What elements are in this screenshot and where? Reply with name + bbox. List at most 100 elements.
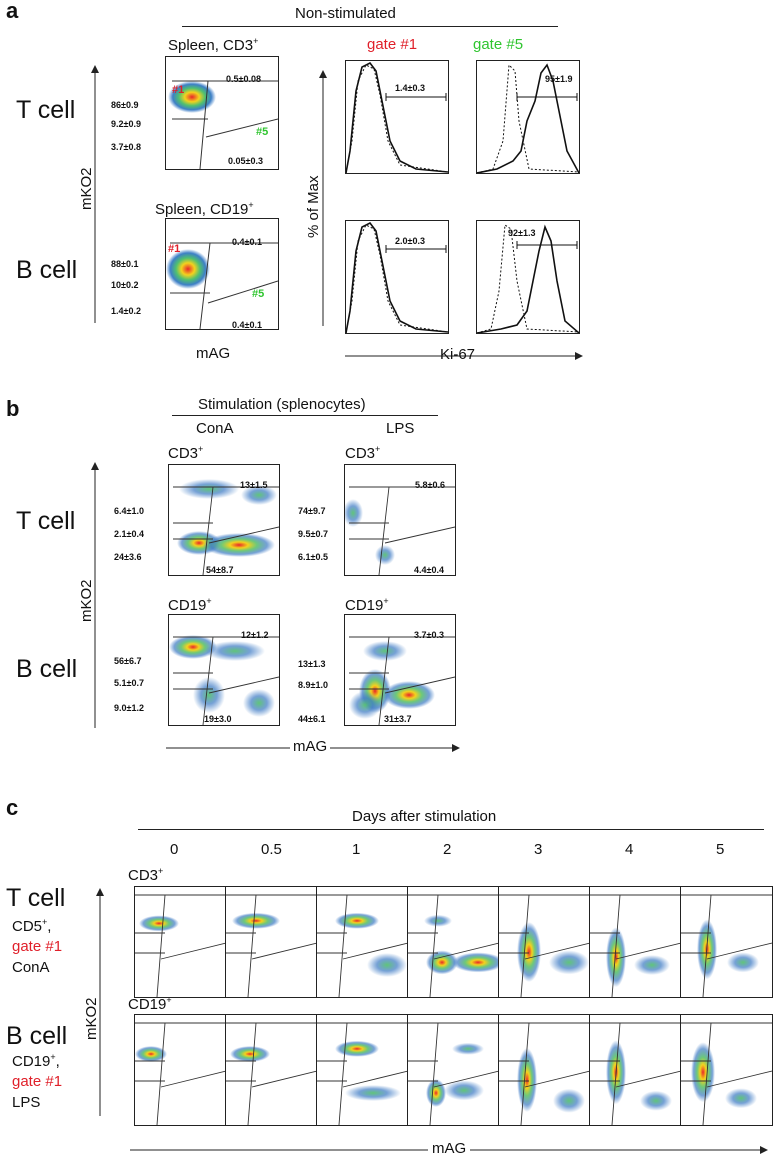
density-cluster bbox=[606, 927, 626, 988]
panel-b-col2: LPS bbox=[386, 420, 415, 437]
density-cluster bbox=[179, 479, 239, 499]
density-cluster bbox=[135, 1046, 167, 1062]
density-cluster bbox=[349, 691, 381, 719]
gate-line bbox=[433, 1070, 499, 1088]
panel-b-title-t2: CD3+ bbox=[345, 444, 381, 462]
stat-a-b-2: 10±0.2 bbox=[111, 280, 139, 290]
dotplot-c-b-day bbox=[407, 1014, 500, 1126]
panel-b-row-label-t: T cell bbox=[16, 507, 76, 535]
hist-b-gate5 bbox=[476, 220, 580, 334]
stat-b-t-l-2: 2.1±0.4 bbox=[114, 529, 144, 539]
panel-c-marker-t: CD5+, bbox=[12, 917, 52, 935]
density-cluster bbox=[203, 533, 275, 557]
gate-line bbox=[615, 942, 681, 960]
panel-b-col1: ConA bbox=[196, 420, 234, 437]
dotplot-b-b-cona bbox=[168, 614, 280, 726]
gate-line bbox=[208, 676, 279, 694]
gate-line bbox=[524, 1070, 590, 1088]
panel-c-marker-b: CD19+, bbox=[12, 1052, 60, 1070]
density-cluster bbox=[383, 681, 435, 709]
hist-b-gate1 bbox=[345, 220, 449, 334]
gate-line bbox=[433, 942, 499, 960]
dotplot-c-t-day bbox=[680, 886, 773, 998]
stat-b-b-r-2: 8.9±1.0 bbox=[298, 680, 328, 690]
panel-c-header: Days after stimulation bbox=[352, 808, 497, 825]
gate-line bbox=[706, 1070, 772, 1088]
stat-a-t-0: 0.5±0.08 bbox=[226, 74, 261, 84]
stat-b-b-l-2: 5.1±0.7 bbox=[114, 678, 144, 688]
density-cluster bbox=[426, 1079, 446, 1107]
density-cluster bbox=[640, 1090, 672, 1111]
density-cluster bbox=[634, 955, 670, 975]
dotplot-c-b-day bbox=[316, 1014, 409, 1126]
gate-line bbox=[706, 942, 772, 960]
dotplot-c-t-day bbox=[316, 886, 409, 998]
day-label: 5 bbox=[716, 841, 725, 858]
gate-line bbox=[408, 894, 439, 997]
panel-b-header: Stimulation (splenocytes) bbox=[198, 396, 366, 413]
gate-line bbox=[173, 486, 214, 575]
panel-b-y-arrow bbox=[91, 462, 99, 728]
stat-a-t-1: 86±0.9 bbox=[111, 100, 139, 110]
density-cluster bbox=[169, 635, 217, 659]
hist-t-gate5 bbox=[476, 60, 580, 174]
gate-line bbox=[160, 1070, 226, 1088]
stat-b-b-l-4: 19±3.0 bbox=[204, 714, 232, 724]
density-cluster bbox=[139, 915, 179, 932]
dotplot-c-t-day bbox=[498, 886, 591, 998]
density-cluster bbox=[335, 912, 379, 929]
panel-a-header: Non-stimulated bbox=[295, 5, 396, 22]
stat-b-t-r-1: 74±9.7 bbox=[298, 506, 326, 516]
panel-b-title-t1: CD3+ bbox=[168, 444, 204, 462]
day-label: 3 bbox=[534, 841, 543, 858]
panel-a-row-label-b: B cell bbox=[16, 256, 78, 284]
panel-c-title-t: CD3+ bbox=[128, 866, 164, 884]
density-cluster bbox=[517, 1048, 537, 1112]
gate-line bbox=[135, 894, 166, 997]
gate-line bbox=[524, 942, 590, 960]
stat-a-t-3: 3.7±0.8 bbox=[111, 142, 141, 152]
panel-a-ylabel: mKO2 bbox=[78, 167, 95, 210]
dotplot-c-t-day bbox=[407, 886, 500, 998]
gate-line bbox=[226, 894, 257, 997]
dotplot-c-b-day bbox=[134, 1014, 227, 1126]
density-cluster bbox=[426, 950, 458, 975]
stat-b-t-r-4: 4.4±0.4 bbox=[414, 565, 444, 575]
gate-line bbox=[317, 1022, 348, 1125]
panel-c-header-line bbox=[138, 829, 764, 830]
gate-line bbox=[342, 942, 408, 960]
stat-b-b-r-4: 31±3.7 bbox=[384, 714, 412, 724]
panel-c-row-label-b: B cell bbox=[6, 1022, 68, 1050]
stat-b-b-l-3: 9.0±1.2 bbox=[114, 703, 144, 713]
density-cluster bbox=[444, 1080, 484, 1101]
panel-b-header-line bbox=[172, 415, 438, 416]
panel-a-title-t: Spleen, CD3+ bbox=[168, 36, 259, 54]
gate5-label-t: #5 bbox=[256, 126, 269, 138]
dotplot-b-t-cona bbox=[168, 464, 280, 576]
dotplot-c-t-day bbox=[134, 886, 227, 998]
density-cluster bbox=[335, 1040, 379, 1057]
stat-b-b-l-1: 56±6.7 bbox=[114, 656, 142, 666]
density-cluster bbox=[549, 950, 589, 975]
stat-b-b-r-3: 44±6.1 bbox=[298, 714, 326, 724]
dotplot-c-b-day bbox=[225, 1014, 318, 1126]
density-cluster bbox=[345, 499, 363, 527]
dotplot-a-b bbox=[165, 218, 279, 330]
panel-b-letter: b bbox=[6, 396, 20, 421]
gate-line bbox=[135, 1022, 166, 1125]
hist-y-arrow bbox=[319, 70, 327, 326]
hist-t-gate1 bbox=[345, 60, 449, 174]
gate-line bbox=[251, 942, 317, 960]
hist-xlabel: Ki-67 bbox=[440, 346, 476, 363]
stat-b-t-r-2: 9.5±0.7 bbox=[298, 529, 328, 539]
gate-line bbox=[226, 1022, 257, 1125]
gate-line bbox=[408, 1022, 439, 1125]
day-label: 0 bbox=[170, 841, 179, 858]
gate1-label-t: #1 bbox=[172, 84, 185, 96]
density-cluster bbox=[363, 641, 407, 661]
density-cluster bbox=[424, 914, 452, 927]
panel-c-y-arrow bbox=[96, 888, 104, 1116]
panel-c-ylabel: mKO2 bbox=[83, 997, 100, 1040]
day-label: 4 bbox=[625, 841, 634, 858]
gate5-label-b: #5 bbox=[252, 288, 265, 300]
